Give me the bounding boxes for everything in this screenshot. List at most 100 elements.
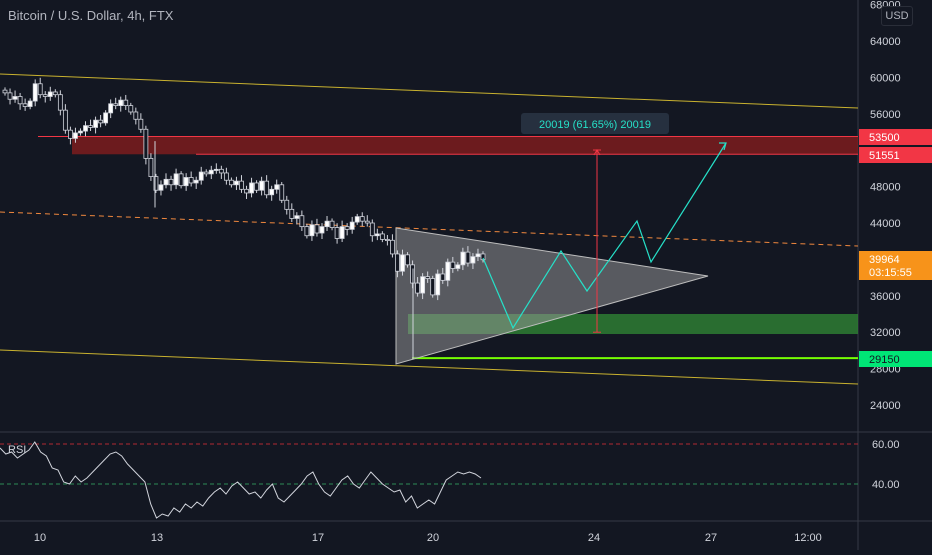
candle-body	[37, 83, 43, 96]
candle	[319, 223, 325, 240]
candle-body	[17, 96, 23, 105]
candle	[244, 185, 249, 199]
candle-body	[148, 157, 154, 177]
candle-body	[143, 128, 149, 159]
candle	[269, 185, 275, 201]
candle	[279, 182, 285, 203]
time-tick-label: 17	[312, 532, 324, 544]
candle-body	[188, 177, 194, 184]
candle	[334, 223, 340, 244]
candle-body	[103, 112, 109, 124]
candle-body	[213, 168, 219, 171]
candle	[7, 88, 13, 105]
candle-body	[379, 233, 385, 240]
triangle-pattern	[395, 227, 709, 365]
projection-arrowhead	[719, 142, 727, 151]
candle	[62, 104, 68, 134]
candle-body	[455, 264, 461, 269]
measure-label: 20019 (61.65%) 20019	[539, 119, 651, 131]
candle-body	[430, 278, 436, 296]
candle	[173, 168, 179, 190]
candle	[193, 176, 199, 189]
candle-body	[309, 224, 315, 237]
axes[interactable]: 60.00 40.00 68000 64000 60000 56000 48000 44000…	[34, 0, 901, 544]
time-tick-label: 10	[34, 532, 46, 544]
candles[interactable]	[2, 77, 486, 360]
candle	[475, 248, 481, 262]
candle	[163, 173, 169, 189]
candle	[364, 215, 370, 227]
candle	[359, 212, 365, 227]
candle	[229, 177, 234, 188]
candle-body	[244, 188, 249, 194]
price-tick-label: 32000	[870, 327, 901, 339]
candle	[344, 223, 350, 236]
candle	[83, 121, 88, 137]
support-label-box	[859, 351, 932, 367]
candle	[480, 251, 486, 263]
candle	[460, 247, 466, 271]
candle	[234, 176, 239, 190]
candle-body	[98, 119, 103, 124]
price-tick-label: 36000	[870, 291, 901, 303]
candle	[68, 126, 73, 145]
candle-body	[450, 261, 456, 269]
candle	[128, 102, 134, 115]
candle	[465, 246, 471, 267]
measure-arrowhead	[593, 149, 601, 156]
candle	[294, 212, 300, 225]
candle-body	[83, 125, 88, 132]
candle	[430, 275, 436, 298]
last-price-box	[859, 251, 932, 280]
candle	[415, 277, 420, 297]
candle	[379, 231, 385, 243]
candle-body	[279, 184, 285, 201]
candle	[168, 175, 174, 191]
candle-body	[52, 91, 58, 96]
candle	[208, 165, 214, 180]
candle-body	[93, 119, 98, 128]
price-tick-label: 56000	[870, 109, 901, 121]
rsi-pane[interactable]: RSI	[0, 441, 858, 519]
drawings	[0, 73, 859, 385]
candle	[198, 166, 204, 185]
last-price-label: 39964	[869, 254, 900, 266]
candle-body	[425, 276, 431, 279]
candle	[88, 119, 93, 131]
candle	[113, 97, 119, 110]
candle-body	[259, 180, 265, 191]
candle	[93, 116, 98, 134]
candle-body	[7, 92, 13, 100]
currency-badge[interactable]: USD	[881, 6, 913, 26]
candle-body	[470, 256, 476, 264]
candle-body	[349, 221, 355, 230]
candle-body	[460, 251, 466, 266]
candle	[299, 210, 305, 232]
candle	[450, 256, 456, 273]
candle-body	[319, 226, 325, 234]
candle	[339, 220, 345, 243]
time-tick-label: 13	[151, 532, 163, 544]
rsi-tick-label: 40.00	[872, 479, 900, 491]
candle	[73, 127, 78, 143]
candle	[32, 79, 38, 107]
candle	[188, 171, 194, 187]
candle	[57, 90, 63, 116]
candle-body	[73, 132, 78, 139]
candle	[27, 98, 33, 110]
candle-body	[68, 129, 73, 139]
candle-body	[173, 173, 179, 186]
candle-body	[168, 178, 174, 186]
candle-body	[208, 169, 214, 175]
candle-body	[128, 105, 134, 113]
candle	[52, 89, 58, 98]
candle	[249, 177, 254, 198]
candle	[153, 173, 159, 193]
candle	[284, 195, 290, 215]
candle-body	[229, 179, 234, 186]
candle	[445, 258, 451, 287]
